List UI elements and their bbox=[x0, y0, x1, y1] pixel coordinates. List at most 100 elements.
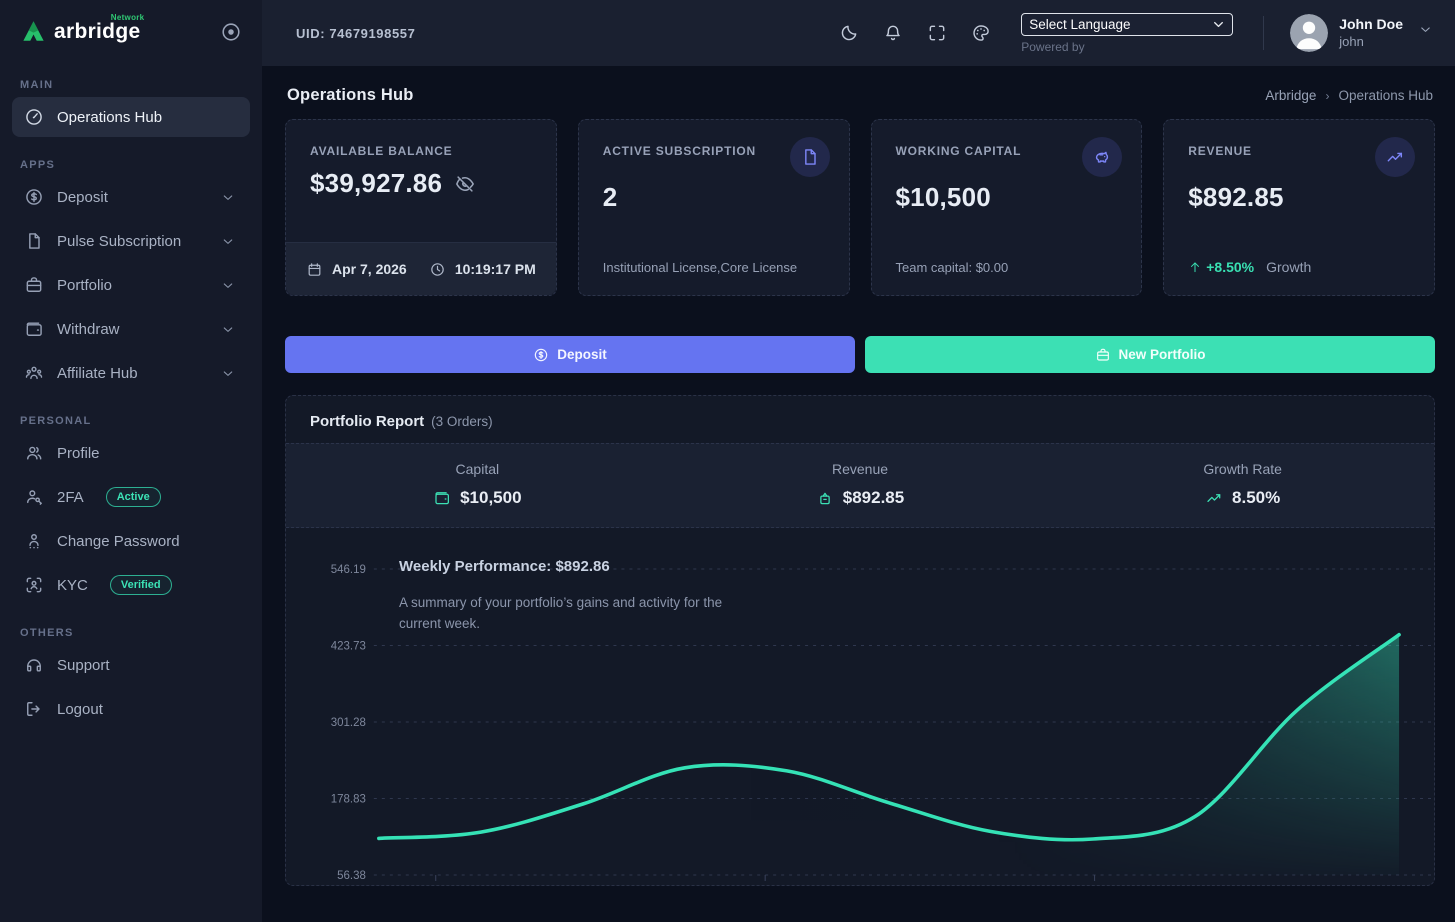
card-title: ACTIVE SUBSCRIPTION bbox=[602, 144, 756, 158]
user-handle: john bbox=[1339, 33, 1364, 49]
status-badge-kyc: Verified bbox=[109, 575, 172, 595]
chevron-down-icon bbox=[1214, 21, 1224, 27]
sidebar-item-label: Deposit bbox=[57, 188, 108, 206]
sidebar-item-label: 2FA bbox=[57, 488, 84, 506]
sidebar-item-deposit[interactable]: Deposit bbox=[12, 177, 250, 217]
sidebar: arbridge Network MAIN Operations Hub APP… bbox=[0, 0, 262, 922]
trending-up-icon-badge bbox=[1375, 137, 1415, 177]
sidebar-item-affiliate-hub[interactable]: Affiliate Hub bbox=[12, 353, 250, 393]
sidebar-item-kyc[interactable]: KYC Verified bbox=[12, 565, 250, 605]
sidebar-item-label: Change Password bbox=[57, 532, 180, 550]
date-group: Apr 7, 2026 bbox=[306, 261, 407, 278]
chart-y-axis-labels: 546.19 423.73 301.28 178.83 56.38 bbox=[331, 564, 366, 882]
working-capital-value: $10,500 bbox=[895, 182, 991, 212]
sidebar-item-label: Pulse Subscription bbox=[57, 232, 182, 250]
brand-network-tag: Network bbox=[110, 12, 145, 22]
growth-label: Growth bbox=[1266, 259, 1312, 275]
card-title: WORKING CAPITAL bbox=[895, 144, 1022, 158]
palette-icon bbox=[973, 25, 990, 41]
header-divider bbox=[1263, 16, 1265, 50]
stat-label: Growth Rate bbox=[1203, 461, 1282, 477]
status-badge-2fa: Active bbox=[105, 487, 161, 507]
main-area: UID: 74679198557 Select Language Powered… bbox=[262, 0, 1455, 922]
wallet-icon bbox=[26, 322, 42, 336]
fullscreen-button[interactable] bbox=[919, 15, 955, 51]
growth-line: +8.50% Growth bbox=[1188, 259, 1410, 275]
svg-text:56.38: 56.38 bbox=[337, 870, 366, 882]
theme-palette-button[interactable] bbox=[963, 15, 999, 51]
sidebar-item-support[interactable]: Support bbox=[12, 645, 250, 685]
sidebar-item-label: Withdraw bbox=[57, 320, 120, 338]
notifications-button[interactable] bbox=[875, 15, 911, 51]
theme-toggle-button[interactable] bbox=[831, 15, 867, 51]
language-select-value: Select Language bbox=[1029, 16, 1131, 32]
sidebar-item-label: Support bbox=[57, 656, 110, 674]
page-content: Operations Hub Arbridge › Operations Hub… bbox=[262, 66, 1455, 922]
logout-icon bbox=[27, 702, 40, 716]
chevron-down-icon bbox=[223, 370, 233, 376]
sidebar-item-withdraw[interactable]: Withdraw bbox=[12, 309, 250, 349]
user-meta: John Doe john bbox=[1339, 16, 1403, 50]
time-group: 10:19:17 PM bbox=[429, 261, 536, 278]
report-header: Portfolio Report (3 Orders) bbox=[286, 396, 1434, 443]
chart-subtitle: A summary of your portfolio’s gains and … bbox=[399, 595, 723, 632]
stat-growth-rate: Growth Rate 8.50% bbox=[1051, 461, 1434, 508]
section-label-apps: APPS bbox=[20, 159, 56, 171]
sidebar-item-change-password[interactable]: Change Password bbox=[12, 521, 250, 561]
bell-icon bbox=[886, 25, 901, 41]
revenue-value: $892.85 bbox=[1188, 182, 1284, 212]
user-group-icon bbox=[27, 446, 42, 460]
new-portfolio-button-label: New Portfolio bbox=[1118, 347, 1206, 362]
uid-label: UID: 74679198557 bbox=[296, 25, 416, 41]
card-title: AVAILABLE BALANCE bbox=[310, 144, 453, 158]
page-title: Operations Hub bbox=[287, 86, 414, 104]
sidebar-item-2fa[interactable]: 2FA Active bbox=[12, 477, 250, 517]
stat-label: Capital bbox=[455, 461, 500, 477]
chevron-down-icon bbox=[223, 238, 233, 244]
subscription-count: 2 bbox=[602, 182, 618, 212]
sidebar-item-portfolio[interactable]: Portfolio bbox=[12, 265, 250, 305]
deposit-button-label: Deposit bbox=[557, 347, 607, 362]
user-menu[interactable]: John Doe john bbox=[1290, 14, 1433, 52]
sidebar-item-operations-hub[interactable]: Operations Hub bbox=[12, 97, 250, 137]
sidebar-item-label: Portfolio bbox=[57, 276, 113, 294]
growth-percent: +8.50% bbox=[1206, 259, 1255, 275]
breadcrumb-separator-icon: › bbox=[1325, 88, 1330, 103]
sidebar-item-logout[interactable]: Logout bbox=[12, 689, 250, 729]
stat-value: $892.85 bbox=[816, 488, 904, 508]
sidebar-item-pulse-subscription[interactable]: Pulse Subscription bbox=[12, 221, 250, 261]
chart-area-fill bbox=[378, 634, 1400, 875]
section-label-main: MAIN bbox=[20, 79, 54, 91]
file-icon-badge bbox=[789, 137, 830, 177]
card-revenue: REVENUE $892.85 +8.50% Growth bbox=[1163, 119, 1435, 296]
time-value: 10:19:17 PM bbox=[454, 261, 536, 277]
arrow-up-icon bbox=[1191, 262, 1200, 273]
sidebar-item-profile[interactable]: Profile bbox=[12, 433, 250, 473]
deposit-button[interactable]: Deposit bbox=[285, 336, 855, 373]
language-select[interactable]: Select Language bbox=[1021, 12, 1234, 36]
stat-revenue: Revenue $892.85 bbox=[669, 461, 1052, 508]
clock-icon bbox=[431, 262, 444, 276]
sidebar-toggle-icon[interactable] bbox=[220, 21, 242, 43]
stat-value: 8.50% bbox=[1205, 488, 1280, 508]
money-pot-icon bbox=[820, 492, 830, 505]
chart-annotation: Weekly Performance: $892.86 A summary of… bbox=[399, 558, 744, 635]
new-portfolio-button[interactable]: New Portfolio bbox=[865, 336, 1435, 373]
svg-text:423.73: 423.73 bbox=[331, 640, 366, 652]
powered-by-label: Powered by bbox=[1021, 39, 1085, 54]
user-scan-icon bbox=[26, 577, 42, 593]
breadcrumb-root[interactable]: Arbridge bbox=[1265, 88, 1317, 103]
trending-up-icon bbox=[1387, 152, 1403, 162]
svg-text:546.19: 546.19 bbox=[331, 564, 366, 576]
chart-line bbox=[377, 632, 1401, 842]
section-label-personal: PERSONAL bbox=[20, 415, 92, 427]
eye-off-icon[interactable] bbox=[454, 173, 476, 195]
card-working-capital: WORKING CAPITAL $10,500 Team capital: $0… bbox=[870, 119, 1143, 296]
file-icon bbox=[29, 233, 40, 249]
coin-dollar-icon bbox=[26, 189, 42, 205]
card-available-balance: AVAILABLE BALANCE $39,927.86 Apr 7, 2026… bbox=[285, 119, 557, 296]
language-widget: Select Language Powered by bbox=[1021, 12, 1234, 54]
brand-logo-icon bbox=[23, 21, 44, 41]
date-value: Apr 7, 2026 bbox=[332, 261, 407, 277]
stat-number: $10,500 bbox=[460, 488, 522, 507]
